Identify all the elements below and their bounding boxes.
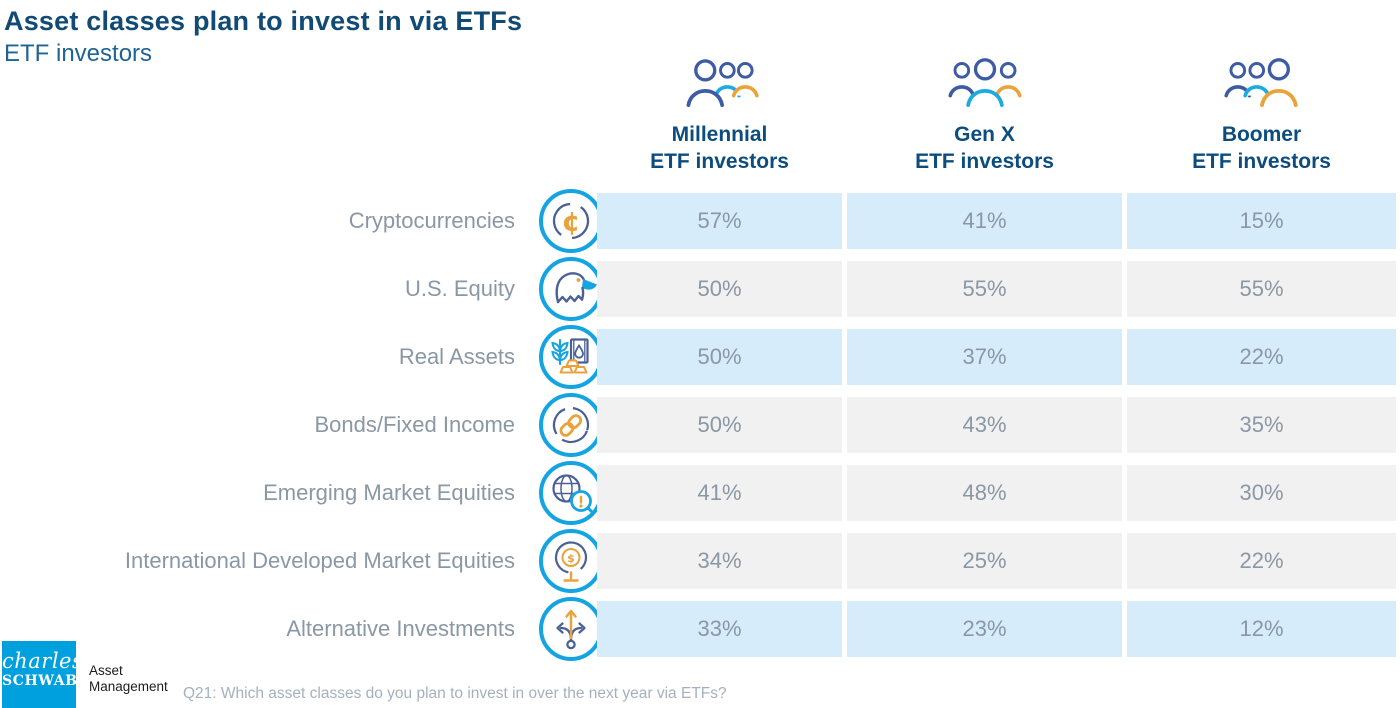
chain-link-icon [538, 392, 604, 458]
value-cell: 55% [1127, 261, 1396, 317]
column-header-boomer: Boomer ETF investors [1127, 56, 1396, 173]
value-cell: 37% [847, 329, 1122, 385]
genx-people-icon [945, 56, 1025, 115]
row-label: International Developed Market Equities [124, 548, 515, 573]
row-label: Alternative Investments [286, 616, 515, 641]
value-cell: 25% [847, 533, 1122, 589]
row-label: U.S. Equity [404, 276, 515, 301]
value-cell: 50% [597, 397, 842, 453]
value-cell: 23% [847, 601, 1122, 657]
value-cell: 35% [1127, 397, 1396, 453]
row-label: Real Assets [398, 344, 515, 369]
column-header-millennial: Millennial ETF investors [597, 56, 842, 173]
value-cell: 57% [597, 193, 842, 249]
svg-text:¢: ¢ [562, 207, 581, 238]
column-header-genx: Gen X ETF investors [847, 56, 1122, 173]
value-cell: 50% [597, 261, 842, 317]
logo-charles-text: charles [2, 649, 84, 673]
branching-arrows-icon [538, 596, 604, 662]
page-title: Asset classes plan to invest in via ETFs [4, 6, 523, 36]
value-cell: 33% [597, 601, 842, 657]
table-row: Real Assets [0, 325, 1400, 389]
row-label: Bonds/Fixed Income [314, 412, 515, 437]
millennial-people-icon [680, 56, 760, 115]
value-cell: 15% [1127, 193, 1396, 249]
svg-text:$: $ [567, 552, 575, 565]
value-cell: 48% [847, 465, 1122, 521]
value-cell: 12% [1127, 601, 1396, 657]
page-subtitle: ETF investors [4, 40, 153, 67]
column-label: Millennial ETF investors [650, 123, 789, 173]
column-label: Gen X ETF investors [915, 123, 1054, 173]
boomer-people-icon [1222, 56, 1302, 115]
value-cell: 50% [597, 329, 842, 385]
cryptocurrency-icon: ¢ [538, 188, 604, 254]
value-cell: 41% [597, 465, 842, 521]
value-cell: 30% [1127, 465, 1396, 521]
real-assets-icon [538, 324, 604, 390]
globe-magnifier-icon [538, 460, 604, 526]
eagle-icon [538, 256, 604, 322]
value-cell: 43% [847, 397, 1122, 453]
row-label: Cryptocurrencies [348, 208, 515, 233]
value-cell: 41% [847, 193, 1122, 249]
charles-schwab-logo: charles SCHWAB [2, 641, 84, 708]
value-cell: 34% [597, 533, 842, 589]
value-cell: 22% [1127, 533, 1396, 589]
row-label: Emerging Market Equities [263, 480, 515, 505]
globe-dollar-icon: $ [538, 528, 604, 594]
value-cell: 22% [1127, 329, 1396, 385]
table-row: International Developed Market Equities … [0, 529, 1400, 593]
survey-question-footnote: Q21: Which asset classes do you plan to … [183, 685, 727, 702]
value-cell: 55% [847, 261, 1122, 317]
table-row: Alternative Investments 33% 23% 12% [0, 597, 1400, 661]
asset-management-label: Asset Management [89, 663, 168, 694]
logo-schwab-text: SCHWAB [2, 673, 78, 689]
table-row: Emerging Market Equities 41% 48% 30% [0, 461, 1400, 525]
table-row: Cryptocurrencies ¢ 57% 41% 15% [0, 189, 1400, 253]
column-label: Boomer ETF investors [1192, 123, 1331, 173]
table-row: U.S. Equity 50% 55% 55% [0, 257, 1400, 321]
table-row: Bonds/Fixed Income 50% 43% 35% [0, 393, 1400, 457]
